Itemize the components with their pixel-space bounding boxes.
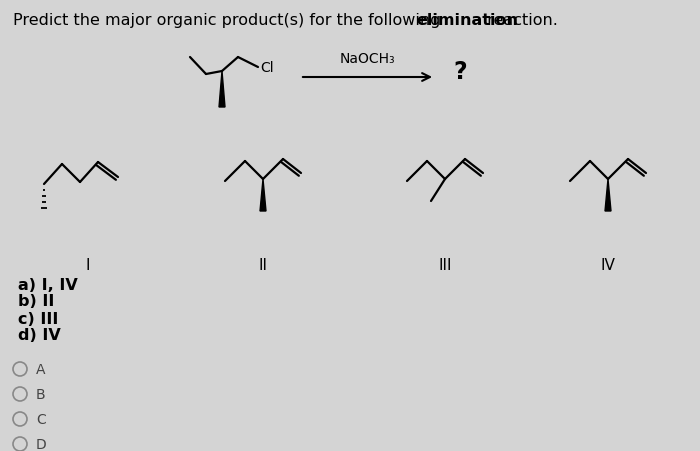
Polygon shape [219,72,225,108]
Polygon shape [605,179,611,212]
Text: C: C [36,412,46,426]
Text: reaction.: reaction. [482,13,557,28]
Text: a) I, IV: a) I, IV [18,277,78,292]
Text: Predict the major organic product(s) for the following: Predict the major organic product(s) for… [13,13,445,28]
Polygon shape [260,179,266,212]
Text: IV: IV [601,258,615,272]
Text: Cl: Cl [260,61,274,75]
Text: B: B [36,387,46,401]
Text: I: I [85,258,90,272]
Text: III: III [438,258,452,272]
Text: NaOCH₃: NaOCH₃ [340,52,396,66]
Text: b) II: b) II [18,294,55,309]
Text: A: A [36,362,46,376]
Text: II: II [258,258,267,272]
Text: ?: ? [453,60,467,84]
Text: c) III: c) III [18,311,58,326]
Text: d) IV: d) IV [18,328,61,343]
Text: D: D [36,437,47,451]
Text: elimination: elimination [416,13,519,28]
